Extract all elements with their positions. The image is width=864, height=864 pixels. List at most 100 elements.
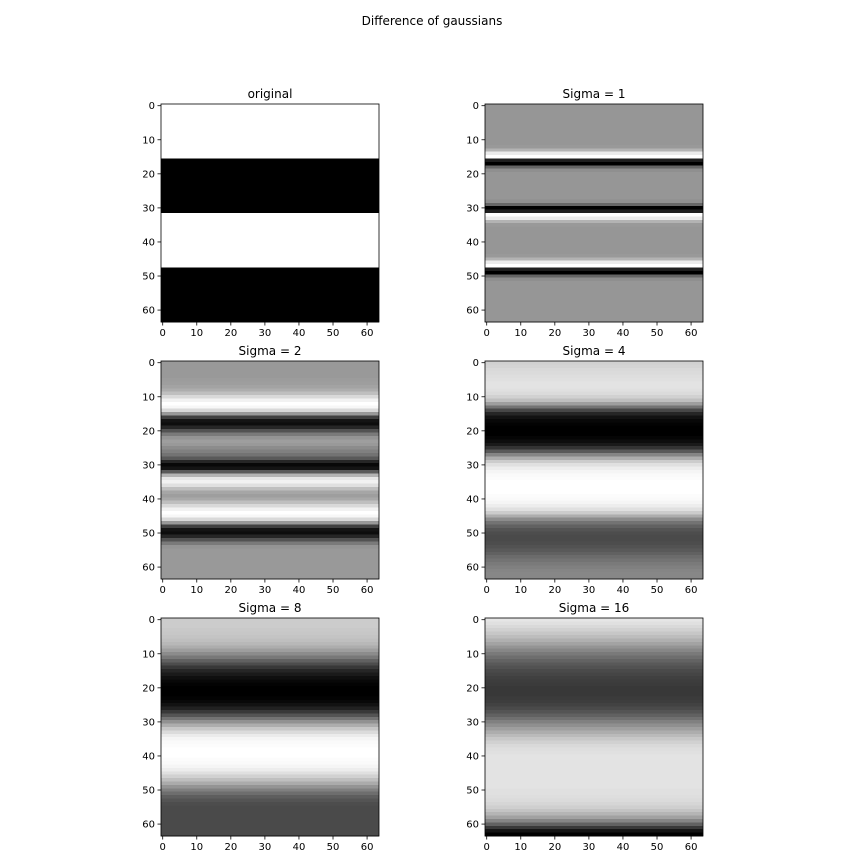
heatmap-image	[485, 104, 703, 323]
heatmap-row	[485, 568, 703, 573]
heatmap-row	[485, 631, 703, 636]
heatmap-row	[485, 682, 703, 687]
x-tick-label: 10	[190, 585, 203, 596]
subplot-1: original 0 10 20 30 40 50 60 0 10 20 30 40 50 60	[142, 87, 380, 339]
heatmap-row	[485, 645, 703, 650]
y-tick-label: 40	[466, 494, 479, 505]
heatmap-row	[161, 294, 379, 299]
heatmap-row	[161, 388, 379, 393]
heatmap-image	[161, 361, 379, 580]
heatmap-row	[485, 452, 703, 457]
heatmap-row	[485, 507, 703, 512]
heatmap-row	[485, 784, 703, 789]
heatmap-row	[161, 223, 379, 228]
heatmap-row	[161, 686, 379, 690]
heatmap-row	[161, 621, 379, 626]
heatmap-row	[161, 699, 379, 704]
heatmap-row	[485, 131, 703, 136]
heatmap-row	[485, 240, 703, 245]
x-tick-label: 0	[160, 328, 166, 339]
heatmap-row	[485, 774, 703, 779]
axes-frame	[160, 360, 380, 580]
heatmap-row	[161, 631, 379, 636]
heatmap-row	[161, 446, 379, 450]
heatmap-row	[161, 199, 379, 204]
x-tick-label: 40	[293, 842, 306, 853]
heatmap-row	[161, 253, 379, 258]
heatmap-row	[485, 689, 703, 694]
heatmap-row	[485, 692, 703, 697]
y-tick-label: 20	[142, 169, 155, 180]
heatmap-row	[161, 517, 379, 522]
heatmap-row	[161, 264, 379, 268]
heatmap-row	[485, 534, 703, 539]
heatmap-row	[485, 138, 703, 142]
heatmap-row	[485, 199, 703, 204]
heatmap-row	[161, 412, 379, 416]
heatmap-row	[485, 117, 703, 122]
x-tick-label: 20	[548, 842, 561, 853]
heatmap-row	[161, 439, 379, 444]
heatmap-row	[161, 822, 379, 827]
heatmap-row	[161, 144, 379, 149]
heatmap-row	[485, 490, 703, 495]
heatmap-row	[161, 730, 379, 735]
x-tick-label: 30	[259, 328, 272, 339]
heatmap-row	[485, 257, 703, 262]
heatmap-row	[161, 497, 379, 502]
y-tick-label: 30	[142, 460, 155, 471]
heatmap-row	[485, 429, 703, 433]
heatmap-row	[161, 555, 379, 559]
heatmap-row	[485, 621, 703, 626]
heatmap-row	[161, 257, 379, 262]
x-tick-label: 30	[259, 842, 272, 853]
heatmap-row	[485, 415, 703, 420]
heatmap-row	[485, 548, 703, 553]
x-tick-label: 10	[514, 585, 527, 596]
heatmap-row	[485, 544, 703, 549]
heatmap-row	[161, 274, 379, 279]
heatmap-row	[161, 641, 379, 646]
heatmap-row	[161, 720, 379, 724]
heatmap-row	[485, 318, 703, 323]
y-tick-label: 0	[149, 358, 155, 369]
heatmap-row	[161, 703, 379, 707]
heatmap-row	[485, 408, 703, 413]
heatmap-row	[485, 398, 703, 403]
heatmap-row	[485, 185, 703, 190]
heatmap-row	[485, 829, 703, 833]
heatmap-row	[485, 435, 703, 440]
heatmap-row	[161, 243, 379, 248]
heatmap-row	[485, 206, 703, 210]
x-tick-label: 50	[651, 842, 664, 853]
heatmap-row	[485, 361, 703, 365]
heatmap-row	[161, 277, 379, 282]
y-tick-label: 20	[466, 169, 479, 180]
heatmap-row	[161, 538, 379, 542]
heatmap-row	[485, 395, 703, 399]
heatmap-row	[161, 655, 379, 660]
heatmap-row	[485, 791, 703, 796]
heatmap-row	[161, 727, 379, 731]
y-tick-label: 30	[142, 203, 155, 214]
subplot-2: Sigma = 1 0 10 20 30 40 50 60 0 10 20 30 40 50 60	[466, 87, 704, 339]
heatmap-row	[161, 744, 379, 748]
heatmap-row	[161, 219, 379, 224]
heatmap-row	[161, 544, 379, 549]
heatmap-row	[485, 754, 703, 759]
heatmap-row	[161, 298, 379, 302]
axes-frame	[160, 617, 380, 837]
heatmap-row	[161, 534, 379, 539]
heatmap-row	[485, 531, 703, 536]
heatmap-row	[161, 682, 379, 687]
heatmap-row	[161, 395, 379, 399]
heatmap-row	[161, 832, 379, 837]
heatmap-row	[161, 381, 379, 386]
heatmap-row	[485, 107, 703, 112]
heatmap-row	[161, 127, 379, 132]
x-tick-label: 0	[484, 328, 490, 339]
heatmap-row	[161, 696, 379, 701]
heatmap-row	[485, 744, 703, 748]
y-tick-label: 0	[149, 101, 155, 112]
heatmap-row	[485, 114, 703, 119]
